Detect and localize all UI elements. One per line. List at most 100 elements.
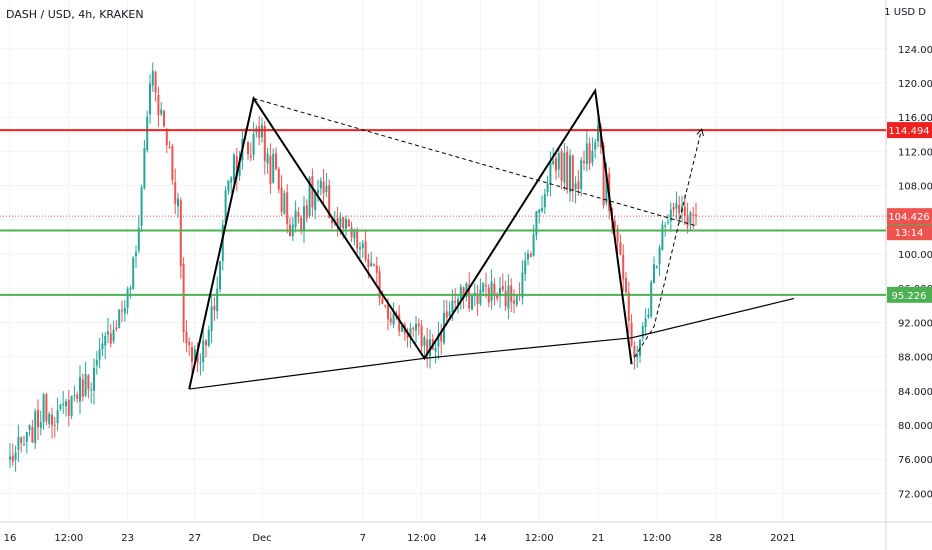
red-resistance-tag xyxy=(887,122,932,139)
candle-body xyxy=(51,414,53,426)
candle-body xyxy=(104,336,107,346)
candle-body xyxy=(401,324,403,332)
candle-body xyxy=(294,210,297,227)
candle-body xyxy=(277,168,280,190)
candle-body xyxy=(493,283,496,296)
candle-body xyxy=(149,83,151,115)
candle-body xyxy=(560,151,563,181)
candle-body xyxy=(221,224,224,262)
x-tick-label: 16 xyxy=(4,533,17,544)
candle-body xyxy=(412,328,415,330)
candle-body xyxy=(479,289,482,304)
candle-body xyxy=(504,290,507,307)
candle-body xyxy=(678,204,681,214)
candle-body xyxy=(188,342,191,346)
candle-body xyxy=(641,326,644,338)
candle-body xyxy=(98,349,101,360)
candle-body xyxy=(303,206,305,231)
candle-body xyxy=(356,231,359,249)
candle-body xyxy=(280,187,283,213)
candle-body xyxy=(616,228,619,242)
last-price-tag xyxy=(887,208,932,225)
candle-body xyxy=(658,247,661,265)
candle-body xyxy=(84,373,87,396)
candle-body xyxy=(67,399,70,416)
candle-body xyxy=(235,156,238,178)
candle-body xyxy=(420,325,423,347)
candle-body xyxy=(213,305,216,311)
candle-body xyxy=(364,241,367,260)
projection-dashed-line[interactable] xyxy=(633,129,703,358)
candle-body xyxy=(56,410,59,424)
candle-body xyxy=(165,128,168,146)
candle-body xyxy=(375,265,378,273)
candle-body xyxy=(574,183,577,190)
candle-body xyxy=(529,253,532,258)
candle-body xyxy=(177,198,179,207)
candle-body xyxy=(314,192,317,210)
candle-body xyxy=(619,242,622,255)
candle-body xyxy=(93,367,95,391)
candle-body xyxy=(157,94,160,116)
candle-body xyxy=(20,437,23,444)
candle-body xyxy=(482,283,485,292)
candle-body xyxy=(62,403,65,405)
candle-body xyxy=(535,211,538,236)
candle-body xyxy=(639,340,641,356)
candle-body xyxy=(81,379,84,397)
candle-body xyxy=(151,70,154,86)
candle-body xyxy=(426,339,429,356)
candle-body xyxy=(123,307,126,314)
lower-trendline[interactable] xyxy=(189,297,795,390)
candle-body xyxy=(485,285,487,287)
candle-body xyxy=(381,298,384,304)
candle-body xyxy=(594,142,597,150)
candle-body xyxy=(322,181,325,193)
candle-body xyxy=(557,152,560,170)
symbol-title[interactable]: DASH / USD, 4h, KRAKEN xyxy=(6,8,144,21)
candle-body xyxy=(65,401,67,407)
x-tick-label: Dec xyxy=(252,533,271,544)
candle-body xyxy=(406,333,409,338)
candle-body xyxy=(675,203,678,209)
candle-body xyxy=(263,125,266,162)
candle-body xyxy=(90,389,93,391)
candle-body xyxy=(613,220,616,228)
candle-body xyxy=(689,212,692,225)
candle-body xyxy=(143,148,146,189)
candle-body xyxy=(135,252,137,257)
candle-body xyxy=(569,155,571,193)
currency-label[interactable]: 1 USD D xyxy=(884,7,926,18)
candle-body xyxy=(625,278,627,293)
candle-body xyxy=(286,192,289,224)
candle-body xyxy=(146,116,149,151)
y-tick-label: 72.000 xyxy=(898,489,932,500)
candle-body xyxy=(107,331,109,335)
candle-body xyxy=(196,350,199,363)
candle-body xyxy=(336,217,339,226)
candle-body xyxy=(546,183,549,193)
candle-body xyxy=(25,431,28,442)
candle-body xyxy=(513,300,515,304)
candle-body xyxy=(667,222,669,224)
candle-body xyxy=(216,288,219,312)
candle-body xyxy=(300,217,303,231)
candle-body xyxy=(672,207,675,210)
candle-body xyxy=(409,328,412,338)
candle-body xyxy=(174,182,177,204)
candle-body xyxy=(566,151,569,191)
candle-body xyxy=(580,160,583,190)
candle-body xyxy=(361,243,364,248)
y-tick-label: 100.000 xyxy=(898,250,932,261)
candle-body xyxy=(37,409,39,428)
candle-body xyxy=(555,158,557,171)
candle-body xyxy=(647,314,650,318)
candle-body xyxy=(543,193,546,208)
candle-body xyxy=(367,259,370,267)
projection-arrow-head xyxy=(696,128,704,137)
candle-body xyxy=(541,208,543,211)
candle-body xyxy=(95,360,98,366)
candle-body xyxy=(297,212,300,217)
